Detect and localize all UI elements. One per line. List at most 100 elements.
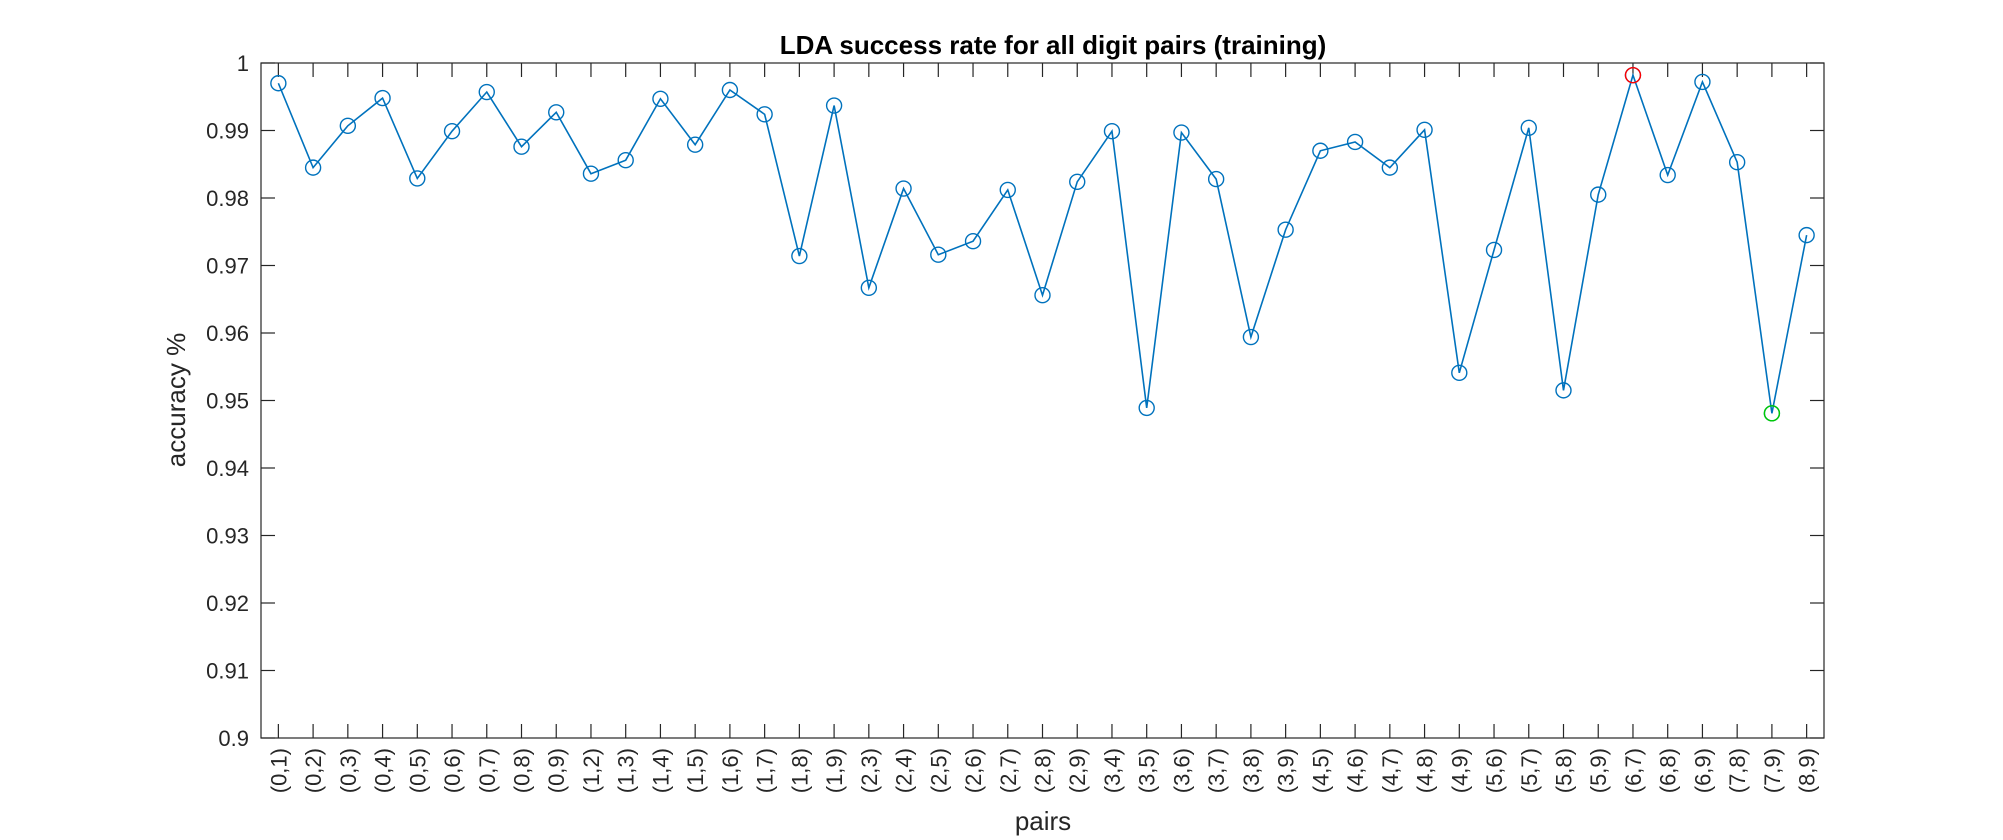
data-point-marker: [964, 232, 982, 250]
x-tick-label: (5,6): [1482, 748, 1507, 793]
x-tick-label: (3,9): [1274, 748, 1299, 793]
data-point-marker: [686, 136, 704, 153]
data-point-marker: [756, 106, 773, 123]
x-tick-label: (1,9): [822, 748, 847, 793]
x-axis-label: pairs: [1015, 806, 1071, 836]
chart-title: LDA success rate for all digit pairs (tr…: [780, 30, 1327, 60]
data-point-marker: [1798, 226, 1815, 244]
highlight-max-marker: [1624, 66, 1642, 84]
x-tick-label: (0,2): [301, 748, 326, 793]
x-tick-label: (2,3): [857, 748, 882, 793]
data-point-marker: [1416, 121, 1433, 139]
x-tick-label: (5,8): [1552, 748, 1577, 793]
data-point-marker: [721, 81, 739, 99]
x-tick-label: (7,9): [1760, 748, 1785, 793]
data-point-marker: [825, 97, 843, 114]
x-tick-label: (1,5): [683, 748, 708, 793]
data-point-marker: [999, 181, 1016, 199]
x-tick-label: (5,7): [1517, 748, 1542, 793]
x-tick-label: (3,5): [1135, 748, 1160, 793]
x-tick-label: (4,6): [1343, 748, 1368, 793]
data-point-marker: [443, 122, 461, 140]
data-point-marker: [1555, 382, 1572, 399]
x-tick-label: (6,7): [1621, 748, 1646, 793]
data-point-marker: [1277, 221, 1294, 238]
y-tick-label: 0.99: [206, 119, 249, 144]
x-tick-label: (1,4): [648, 748, 673, 793]
x-tick-label: (0,1): [266, 748, 291, 793]
data-point-marker: [1659, 166, 1676, 184]
data-point-marker: [1520, 119, 1537, 137]
plot-frame: [260, 62, 1825, 739]
x-tick-label: (1,2): [579, 748, 604, 793]
data-point-marker: [548, 104, 565, 121]
y-tick-label: 0.94: [206, 456, 249, 481]
data-point-marker: [895, 180, 912, 197]
data-point-marker: [1381, 159, 1399, 176]
x-tick-label: (0,5): [405, 748, 430, 793]
x-tick-label: (1,3): [614, 748, 639, 793]
x-tick-label: (2,7): [996, 748, 1021, 793]
series-line: [277, 72, 1808, 414]
x-tick-label: (1,6): [718, 748, 743, 793]
x-tick-label: (8,9): [1795, 748, 1820, 793]
data-point-marker: [1242, 328, 1260, 346]
y-tick-label: 0.96: [206, 321, 249, 346]
data-point-marker: [1728, 154, 1746, 171]
data-point-marker: [1103, 122, 1121, 140]
data-point-marker: [652, 90, 669, 107]
data-point-marker: [1034, 287, 1051, 304]
data-point-marker: [791, 247, 808, 265]
y-tick-label: 1: [237, 51, 249, 76]
x-tick-label: (0,8): [510, 748, 535, 793]
x-tick-label: (2,4): [892, 748, 917, 793]
data-point-marker: [1451, 364, 1468, 382]
x-tick-label: (4,7): [1378, 748, 1403, 793]
x-tick-label: (2,8): [1031, 748, 1056, 793]
x-tick-label: (2,6): [961, 748, 986, 793]
x-tick-label: (4,5): [1308, 748, 1333, 793]
x-tick-label: (6,8): [1656, 748, 1681, 793]
x-tick-label: (4,9): [1447, 748, 1472, 793]
data-point-marker: [1312, 142, 1329, 159]
data-point-marker: [270, 75, 287, 92]
data-point-marker: [1590, 186, 1607, 203]
x-tick-label: (1,8): [787, 748, 812, 793]
data-point-marker: [1207, 170, 1225, 188]
x-tick-label: (6,9): [1690, 748, 1715, 793]
data-point-marker: [513, 138, 530, 155]
x-axis: (0,1) (0,2) (0,3) (0,4) (0,5) (0,6) (0,7) (0,8)…: [266, 63, 1820, 793]
y-tick-label: 0.95: [206, 389, 249, 414]
x-tick-label: (2,5): [926, 748, 951, 793]
data-point-marker: [860, 279, 878, 296]
data-point-marker: [409, 170, 426, 187]
x-tick-label: (3,7): [1204, 748, 1229, 793]
y-tick-label: 0.98: [206, 186, 249, 211]
y-tick-label: 0.9: [218, 726, 249, 751]
data-point-marker: [1173, 124, 1190, 141]
x-tick-label: (7,8): [1725, 748, 1750, 793]
x-tick-label: (3,4): [1100, 748, 1125, 793]
y-axis: 0.9 0.91 0.92 0.93 0.94 0.95 0.96 0.97 0.98 0.99 1: [206, 51, 1824, 751]
data-point-marker: [582, 165, 600, 182]
y-tick-label: 0.93: [206, 524, 249, 549]
x-tick-label: (3,6): [1169, 748, 1194, 793]
y-tick-label: 0.91: [206, 659, 249, 684]
data-point-marker: [374, 89, 391, 107]
data-point-marker: [1069, 173, 1086, 191]
x-tick-label: (0,3): [336, 748, 361, 793]
series-layer: [277, 72, 1808, 414]
data-point-marker: [1138, 399, 1155, 417]
data-point-marker: [1694, 73, 1711, 91]
data-point-marker: [478, 83, 495, 101]
data-point-marker: [930, 246, 947, 263]
x-tick-label: (0,7): [475, 748, 500, 793]
x-tick-label: (0,6): [440, 748, 465, 793]
x-tick-label: (4,8): [1413, 748, 1438, 793]
y-tick-label: 0.97: [206, 254, 249, 279]
highlight-min-marker: [1763, 405, 1781, 422]
y-axis-label: accuracy %: [161, 333, 191, 467]
x-tick-label: (3,8): [1239, 748, 1264, 793]
